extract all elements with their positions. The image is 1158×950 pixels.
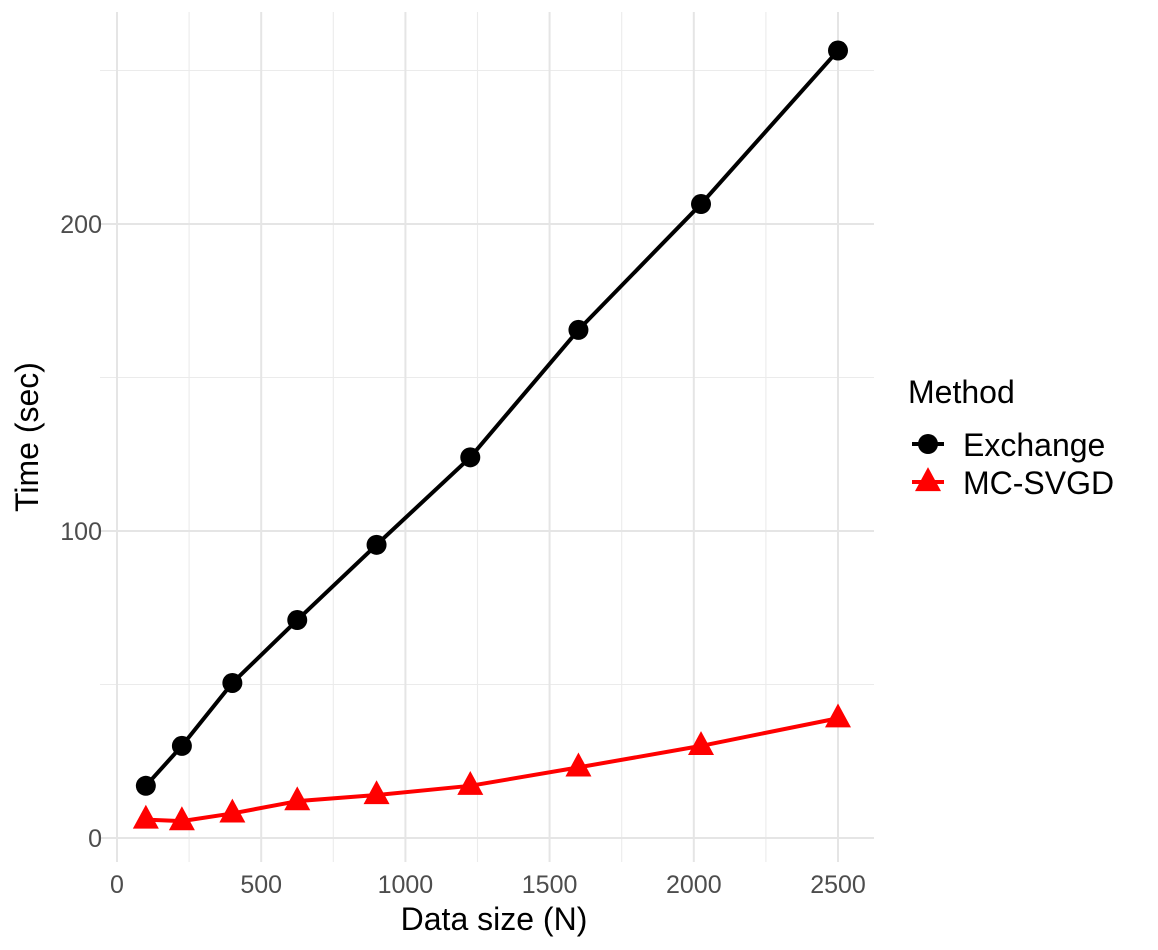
x-axis-title: Data size (N) (401, 901, 588, 937)
y-tick-label: 0 (88, 825, 102, 853)
y-axis-title: Time (sec) (9, 362, 45, 512)
data-point-mc-svgd (363, 780, 390, 805)
x-tick-label: 0 (110, 871, 124, 899)
y-tick-label: 100 (60, 518, 102, 546)
series-layer (132, 40, 851, 831)
y-axis-ticks: 0 100 200 (60, 211, 102, 853)
data-point-mc-svgd (284, 786, 311, 811)
data-point-mc-svgd (132, 804, 159, 829)
data-point-exchange (287, 610, 308, 631)
legend-label-exchange: Exchange (963, 427, 1105, 463)
data-point-exchange (460, 447, 481, 468)
data-point-exchange (568, 319, 589, 340)
data-point-exchange (366, 534, 387, 555)
data-point-exchange (135, 775, 156, 796)
x-axis-ticks: 0 500 1000 1500 2000 2500 (110, 871, 866, 899)
data-point-mc-svgd (825, 703, 851, 728)
data-point-exchange (828, 40, 848, 61)
data-point-mc-svgd (219, 798, 246, 823)
data-point-exchange (171, 735, 192, 756)
x-tick-label: 2000 (666, 871, 722, 899)
data-point-mc-svgd (168, 806, 195, 831)
series-line-exchange (144, 49, 840, 788)
x-tick-label: 500 (240, 871, 282, 899)
legend-label-mc-svgd: MC-SVGD (963, 465, 1114, 501)
data-point-exchange (691, 194, 712, 215)
x-tick-label: 1000 (378, 871, 434, 899)
x-tick-label: 2500 (810, 871, 866, 899)
legend-key-marker-exchange (918, 434, 938, 454)
legend-key-marker-mc-svgd (915, 467, 941, 492)
legend-item-exchange: Exchange (912, 427, 1105, 463)
legend-title: Method (908, 374, 1015, 410)
data-point-mc-svgd (565, 752, 592, 777)
data-point-mc-svgd (688, 731, 715, 755)
data-point-mc-svgd (457, 770, 484, 795)
y-tick-label: 200 (60, 211, 102, 239)
data-point-exchange (222, 672, 243, 693)
legend-item-mc-svgd: MC-SVGD (912, 465, 1114, 501)
series-line-mc-svgd (145, 716, 839, 824)
x-tick-label: 1500 (522, 871, 578, 899)
